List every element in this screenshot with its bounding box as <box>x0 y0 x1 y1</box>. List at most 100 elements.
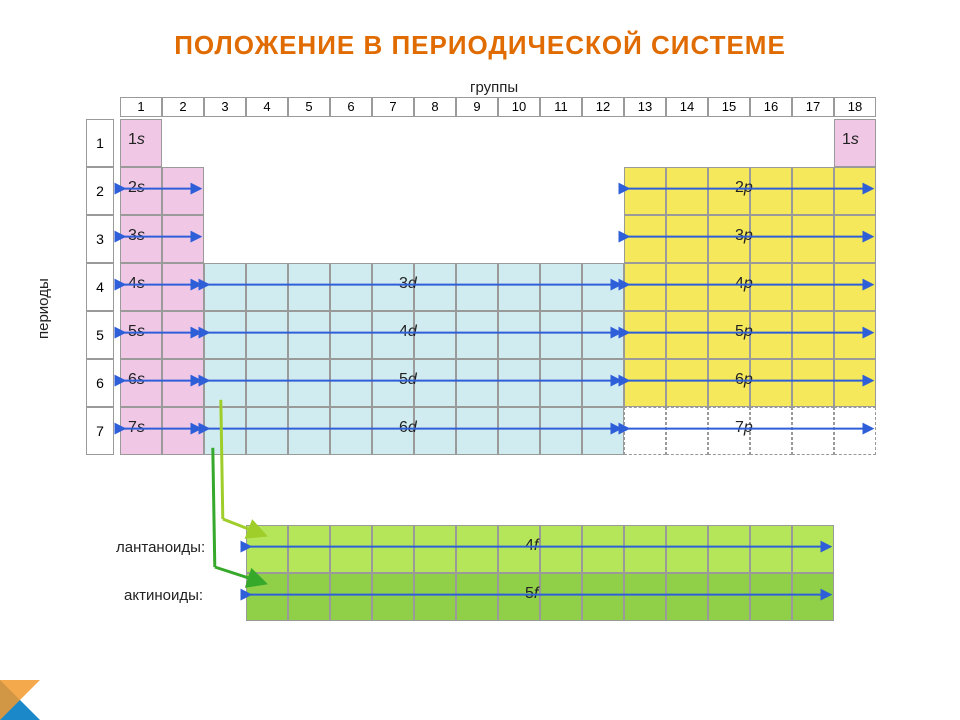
cell-d <box>456 311 498 359</box>
orbital-s-5s: 5s <box>128 323 145 341</box>
actinoids-label: актиноиды: <box>124 587 203 604</box>
cell-d <box>246 359 288 407</box>
cell-d <box>414 263 456 311</box>
cell-d <box>498 311 540 359</box>
group-header-11: 11 <box>540 97 582 117</box>
cell-f <box>288 573 330 621</box>
cell-d <box>456 359 498 407</box>
cell-p <box>792 167 834 215</box>
orbital-s-4s: 4s <box>128 275 145 293</box>
cell-d <box>330 359 372 407</box>
orbital-p-7p: 7p <box>735 419 753 437</box>
period-header-2: 2 <box>86 167 114 215</box>
orbital-p-4p: 4p <box>735 275 753 293</box>
cell-p <box>834 263 876 311</box>
cell-f <box>246 525 288 573</box>
cell-d <box>540 263 582 311</box>
cell-d <box>414 311 456 359</box>
group-header-4: 4 <box>246 97 288 117</box>
cell-d <box>582 263 624 311</box>
cell-p <box>834 167 876 215</box>
cell-p <box>834 311 876 359</box>
orbital-f-4f: 4f <box>525 537 538 555</box>
cell-d <box>330 311 372 359</box>
cell-p <box>792 359 834 407</box>
group-header-2: 2 <box>162 97 204 117</box>
group-header-10: 10 <box>498 97 540 117</box>
cell-d <box>330 407 372 455</box>
group-header-3: 3 <box>204 97 246 117</box>
cell-f <box>666 573 708 621</box>
cell-p <box>666 167 708 215</box>
cell-d <box>330 263 372 311</box>
periods-axis-label: периоды <box>35 278 52 339</box>
cell-d <box>288 311 330 359</box>
orbital-p-5p: 5p <box>735 323 753 341</box>
cell-f <box>456 573 498 621</box>
group-header-12: 12 <box>582 97 624 117</box>
cell-f <box>792 573 834 621</box>
cell-d <box>246 311 288 359</box>
cell-p <box>750 359 792 407</box>
period-header-4: 4 <box>86 263 114 311</box>
orbital-s-6s: 6s <box>128 371 145 389</box>
cell-f <box>330 573 372 621</box>
lanthanoids-label: лантаноиды: <box>116 539 205 556</box>
group-header-13: 13 <box>624 97 666 117</box>
cell-s <box>162 311 204 359</box>
cell-f <box>456 525 498 573</box>
cell-f <box>540 573 582 621</box>
orbital-d-4d: 4d <box>399 323 417 341</box>
period-header-6: 6 <box>86 359 114 407</box>
orbital-f-5f: 5f <box>525 585 538 603</box>
orbital-d-3d: 3d <box>399 275 417 293</box>
cell-f <box>288 525 330 573</box>
cell-d <box>498 407 540 455</box>
cell-f <box>666 525 708 573</box>
cell-f <box>414 573 456 621</box>
period-header-5: 5 <box>86 311 114 359</box>
group-header-1: 1 <box>120 97 162 117</box>
cell-p-dashed <box>834 407 876 455</box>
cell-f <box>582 525 624 573</box>
period-header-7: 7 <box>86 407 114 455</box>
cell-f <box>582 573 624 621</box>
group-header-16: 16 <box>750 97 792 117</box>
group-header-14: 14 <box>666 97 708 117</box>
cell-p <box>834 215 876 263</box>
cell-p <box>750 215 792 263</box>
cell-s <box>162 359 204 407</box>
cell-d <box>288 263 330 311</box>
cell-p <box>792 215 834 263</box>
cell-f <box>624 525 666 573</box>
cell-p-dashed <box>624 407 666 455</box>
cell-f <box>330 525 372 573</box>
cell-p <box>624 311 666 359</box>
cell-d <box>582 311 624 359</box>
groups-axis-label: группы <box>470 79 518 96</box>
cell-f <box>246 573 288 621</box>
cell-s <box>162 167 204 215</box>
cell-p <box>624 167 666 215</box>
cell-s <box>162 407 204 455</box>
orbital-p-2p: 2p <box>735 179 753 197</box>
cell-f <box>414 525 456 573</box>
cell-p <box>750 263 792 311</box>
cell-d <box>540 359 582 407</box>
cell-f <box>372 525 414 573</box>
group-header-18: 18 <box>834 97 876 117</box>
orbital-d-6d: 6d <box>399 419 417 437</box>
orbital-s-7s: 7s <box>128 419 145 437</box>
cell-f <box>540 525 582 573</box>
cell-d <box>246 407 288 455</box>
cell-p <box>624 215 666 263</box>
cell-p <box>750 311 792 359</box>
cell-p-dashed <box>666 407 708 455</box>
cell-d <box>288 359 330 407</box>
cell-f <box>750 573 792 621</box>
cell-d <box>204 407 246 455</box>
cell-s <box>162 263 204 311</box>
cell-d <box>204 359 246 407</box>
periodic-table-diagram: группы периоды 1234567891011121314151617… <box>40 79 920 679</box>
cell-f <box>624 573 666 621</box>
